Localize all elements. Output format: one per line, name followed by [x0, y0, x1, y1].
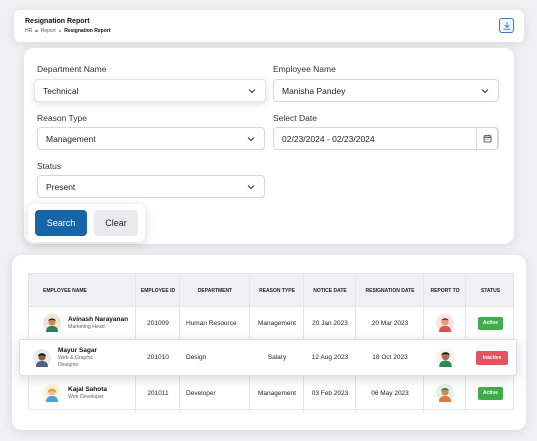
department: Human Resource [186, 319, 237, 327]
status-select[interactable]: Present [37, 175, 265, 198]
chevron-down-icon [247, 137, 255, 142]
status-cell: Inactive [466, 340, 518, 375]
date-label: Select Date [273, 113, 317, 123]
reason-type: Management [258, 389, 296, 397]
status-badge: Active [478, 316, 503, 330]
breadcrumb-report[interactable]: Report [40, 28, 56, 34]
employee-label: Employee Name [273, 64, 336, 74]
report-to-avatar [436, 384, 454, 402]
notice-date: 20 Jan 2023 [312, 319, 348, 327]
date-range-input[interactable]: 02/23/2024 - 02/23/2024 [273, 127, 499, 150]
employee-role: Web & Graphic Designer [58, 355, 94, 368]
employee-id: 201009 [147, 319, 169, 327]
employee-name[interactable]: Mayur Sagar [58, 347, 98, 355]
col-resignation-date[interactable]: RESIGNATION DATE [365, 287, 415, 294]
reason-value: Management [46, 133, 96, 144]
employee-cell: Mayur Sagar Web & Graphic Designer [33, 340, 114, 375]
chevron-down-icon [481, 89, 489, 94]
status-badge: Inactive [476, 350, 508, 365]
resignation-date: 20 Mar 2023 [371, 319, 409, 327]
filter-panel: Department Name Technical Employee Name … [24, 48, 514, 244]
reason-type: Salary [267, 354, 287, 361]
page-header: Resignation Report HR Report Resignation… [14, 10, 524, 42]
employee-role: Web Developer [68, 393, 104, 400]
department-select[interactable]: Technical [34, 79, 266, 102]
report-to-cell [424, 377, 466, 409]
download-button[interactable] [499, 18, 514, 33]
employee-cell: Kajal Sahota Web Developer [43, 377, 107, 409]
employee-id: 201011 [147, 389, 169, 397]
employee-cell: Avinash Narayanan Marketing Head [43, 307, 128, 339]
resignation-date: 18 Oct 2023 [372, 354, 408, 361]
col-report-to[interactable]: REPORT TO [430, 287, 460, 294]
col-notice-date[interactable]: NOTICE DATE [313, 287, 347, 294]
status-value: Present [46, 181, 76, 192]
avatar [33, 348, 51, 367]
col-status[interactable]: STATUS [480, 287, 501, 294]
col-employee-id[interactable]: EMPLOYEE ID [140, 287, 176, 294]
breadcrumb: HR Report Resignation Report [25, 28, 110, 34]
employee-role: Marketing Head [68, 323, 105, 330]
page-title: Resignation Report [25, 18, 90, 25]
breadcrumb-separator [35, 29, 38, 33]
employee-id: 201010 [147, 354, 169, 361]
table-row[interactable]: Kajal Sahota Web Developer 201011 Develo… [28, 377, 514, 410]
resignation-date: 06 May 2023 [371, 389, 409, 397]
employee-name[interactable]: Kajal Sahota [68, 385, 108, 393]
department: Design [186, 354, 207, 361]
notice-date: 12 Aug 2023 [311, 354, 349, 361]
employee-name[interactable]: Avinash Narayanan [68, 315, 129, 323]
avatar [43, 314, 61, 332]
employee-select[interactable]: Manisha Pandey [273, 79, 499, 102]
breadcrumb-current: Resignation Report [64, 28, 111, 34]
avatar [43, 384, 61, 402]
department-label: Department Name [37, 64, 107, 74]
search-button[interactable]: Search [35, 210, 87, 236]
breadcrumb-hr[interactable]: HR [25, 28, 33, 34]
col-employee-name[interactable]: EMPLOYEE NAME [43, 287, 87, 294]
date-value: 02/23/2024 - 02/23/2024 [282, 133, 375, 144]
report-to-avatar [436, 314, 454, 332]
chevron-down-icon [247, 185, 255, 190]
table-header: EMPLOYEE NAME EMPLOYEE ID DEPARTMENT REA… [28, 273, 514, 307]
table-row[interactable]: Avinash Narayanan Marketing Head 201009 … [28, 307, 514, 340]
status-cell: Active [466, 307, 515, 339]
report-to-avatar [435, 348, 455, 367]
department-value: Technical [43, 85, 79, 96]
download-icon [503, 21, 510, 30]
clear-button[interactable]: Clear [94, 210, 138, 236]
department: Developer [186, 389, 216, 397]
report-to-cell [424, 340, 466, 375]
status-badge: Active [478, 386, 503, 400]
chevron-down-icon [248, 89, 256, 94]
col-reason-type[interactable]: REASON TYPE [259, 287, 295, 294]
filter-actions: Search Clear [28, 204, 145, 242]
employee-value: Manisha Pandey [282, 85, 346, 96]
report-to-cell [424, 307, 466, 339]
calendar-icon [483, 134, 491, 143]
col-department[interactable]: DEPARTMENT [197, 287, 233, 294]
calendar-button[interactable] [476, 127, 498, 150]
status-label: Status [37, 161, 62, 171]
breadcrumb-separator [58, 29, 62, 33]
reason-label: Reason Type [37, 113, 87, 123]
notice-date: 03 Feb 2023 [311, 389, 349, 397]
table-row[interactable]: Mayur Sagar Web & Graphic Designer 20101… [19, 339, 517, 376]
resignation-table-card: EMPLOYEE NAME EMPLOYEE ID DEPARTMENT REA… [12, 255, 526, 430]
reason-select[interactable]: Management [37, 127, 265, 150]
status-cell: Active [466, 377, 515, 409]
reason-type: Management [258, 319, 296, 327]
